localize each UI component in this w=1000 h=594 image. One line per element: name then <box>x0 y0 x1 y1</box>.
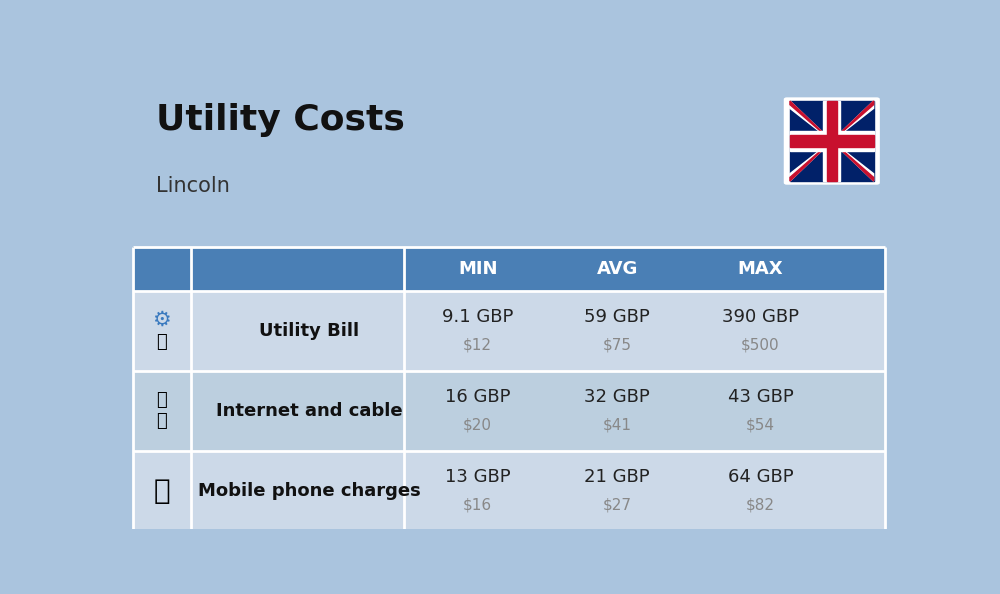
Bar <box>133 247 885 291</box>
Text: $41: $41 <box>603 417 632 432</box>
Text: 64 GBP: 64 GBP <box>728 468 793 486</box>
Bar <box>133 451 885 531</box>
Text: Internet and cable: Internet and cable <box>216 402 402 420</box>
Bar <box>790 131 874 151</box>
Text: 📶
🖥: 📶 🖥 <box>156 391 167 430</box>
Text: 43 GBP: 43 GBP <box>728 388 793 406</box>
Text: 9.1 GBP: 9.1 GBP <box>442 308 513 326</box>
Bar <box>133 371 885 451</box>
Text: $16: $16 <box>463 497 492 512</box>
Text: ⚙: ⚙ <box>152 309 171 330</box>
Text: 📱: 📱 <box>154 477 170 505</box>
Text: Utility Bill: Utility Bill <box>259 322 359 340</box>
Text: MIN: MIN <box>458 260 497 278</box>
Polygon shape <box>790 101 874 181</box>
Text: Utility Costs: Utility Costs <box>156 103 405 137</box>
Text: Mobile phone charges: Mobile phone charges <box>198 482 420 500</box>
Text: MAX: MAX <box>738 260 783 278</box>
Text: $12: $12 <box>463 337 492 352</box>
Polygon shape <box>790 101 874 181</box>
Text: 16 GBP: 16 GBP <box>445 388 510 406</box>
Polygon shape <box>790 101 874 181</box>
Text: $75: $75 <box>603 337 632 352</box>
Text: 21 GBP: 21 GBP <box>584 468 650 486</box>
Text: 59 GBP: 59 GBP <box>584 308 650 326</box>
Text: 🔌: 🔌 <box>156 333 167 351</box>
Text: $27: $27 <box>603 497 632 512</box>
Bar <box>823 101 840 181</box>
Text: Lincoln: Lincoln <box>156 176 230 197</box>
Text: 390 GBP: 390 GBP <box>722 308 799 326</box>
Text: $500: $500 <box>741 337 780 352</box>
Text: $54: $54 <box>746 417 775 432</box>
Polygon shape <box>790 101 874 181</box>
Text: $20: $20 <box>463 417 492 432</box>
Bar <box>133 291 885 371</box>
Text: $82: $82 <box>746 497 775 512</box>
Text: 13 GBP: 13 GBP <box>445 468 510 486</box>
Bar <box>790 135 874 147</box>
Bar <box>827 101 837 181</box>
Text: AVG: AVG <box>596 260 638 278</box>
Bar <box>790 101 874 181</box>
Text: 32 GBP: 32 GBP <box>584 388 650 406</box>
FancyBboxPatch shape <box>784 97 880 185</box>
